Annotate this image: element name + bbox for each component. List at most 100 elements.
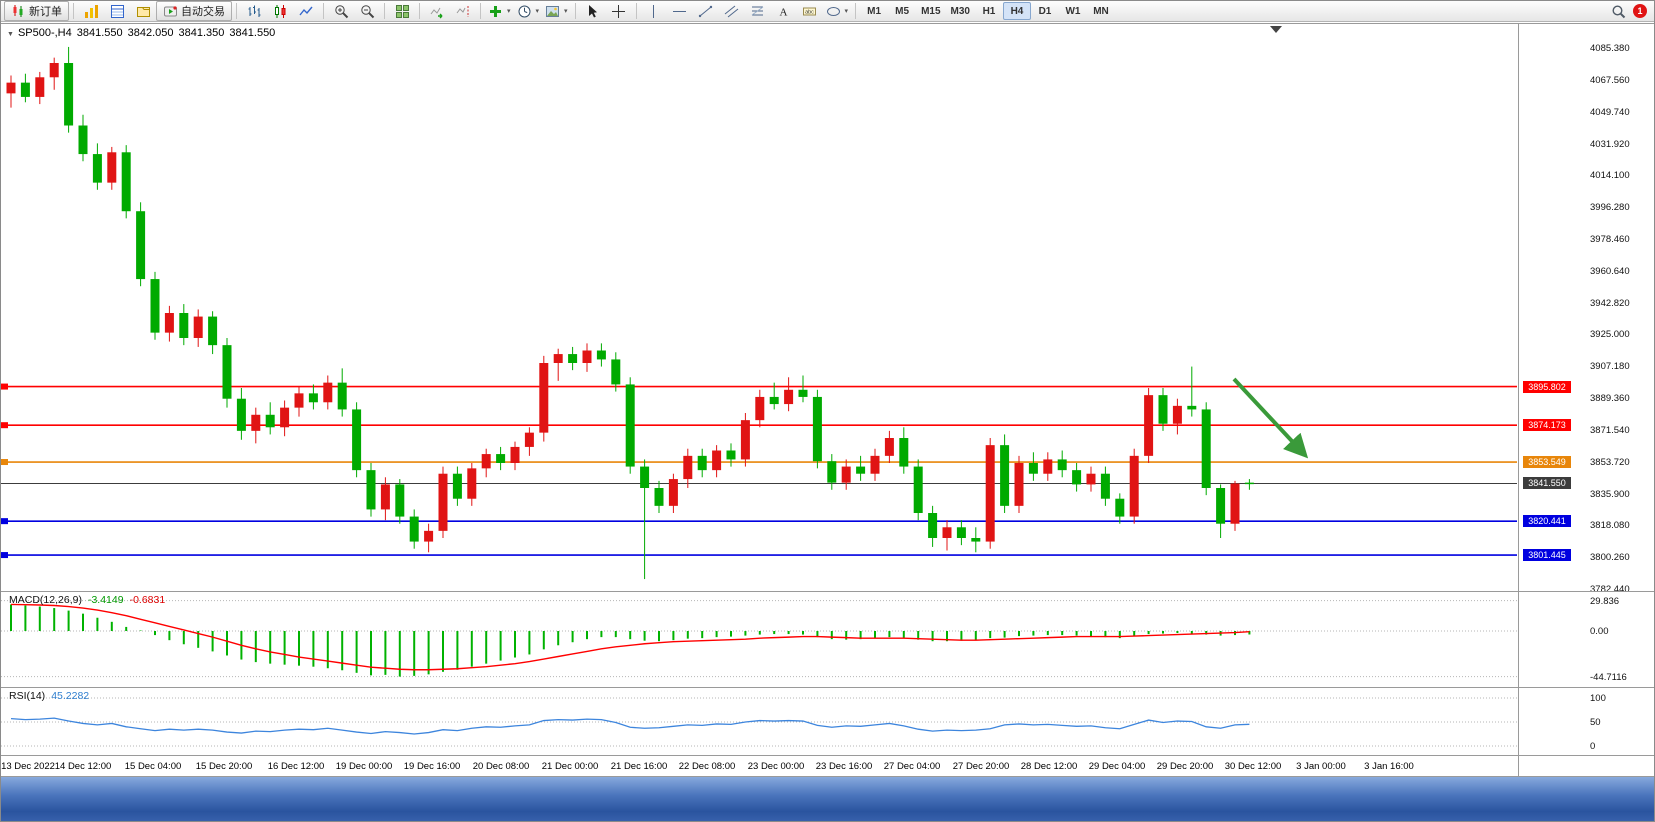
market-watch-button[interactable]	[78, 1, 104, 21]
indicator-add-icon	[488, 4, 503, 19]
time-axis-label: 21 Dec 16:00	[610, 761, 668, 772]
templates-button[interactable]: ▾	[542, 1, 571, 21]
hline-price-tag: 3820.441	[1523, 515, 1571, 528]
bid-price-tag: 3841.550	[1523, 477, 1571, 490]
rsi-panel-canvas[interactable]	[1, 689, 1517, 755]
cursor-button[interactable]	[580, 1, 606, 21]
timeframe-m1-button-label: M1	[867, 5, 882, 17]
search-button[interactable]	[1605, 1, 1631, 21]
hline-left-marker	[1, 383, 8, 390]
label-button[interactable]: abc	[797, 1, 823, 21]
rsi-panel-separator[interactable]	[1, 687, 1654, 688]
macd-histogram	[10, 604, 1251, 677]
timeframe-m30-button[interactable]: M30	[946, 2, 975, 20]
auto-scroll-button[interactable]	[424, 1, 450, 21]
price-axis-label: 4049.740	[1590, 106, 1630, 118]
toolbar-separator	[419, 3, 420, 19]
hline-left-marker	[1, 518, 8, 525]
toolbar-separator	[855, 3, 857, 19]
chart-shift-marker[interactable]	[1270, 26, 1282, 33]
navigator-button[interactable]	[130, 1, 156, 21]
crosshair-button[interactable]	[606, 1, 632, 21]
trendline-icon	[698, 4, 713, 19]
timeframe-h4-button[interactable]: H4	[1002, 2, 1031, 20]
timeframe-h1-button-label: H1	[982, 5, 996, 17]
time-axis-label: 15 Dec 20:00	[195, 761, 253, 772]
timeframe-m1-button[interactable]: M1	[860, 2, 888, 20]
line-chart-button[interactable]	[293, 1, 319, 21]
shapes-button[interactable]: ▾	[823, 1, 852, 21]
auto-scroll-icon	[430, 4, 445, 19]
tile-icon	[395, 4, 410, 19]
time-axis-label: 27 Dec 20:00	[952, 761, 1010, 772]
channel-button[interactable]	[719, 1, 745, 21]
fibonacci-button[interactable]	[745, 1, 771, 21]
price-axis-label: 3996.280	[1590, 202, 1630, 214]
price-axis[interactable]: 4085.380 4067.560 4049.740 4031.920 4014.100…	[1518, 23, 1654, 776]
zoom-out-button[interactable]	[354, 1, 380, 21]
dropdown-caret-icon[interactable]: ▾	[844, 8, 849, 15]
magnifier-icon	[1611, 4, 1626, 19]
auto-trading-button[interactable]: 自动交易	[156, 1, 232, 21]
macd-signal-value: -0.6831	[129, 594, 166, 606]
time-axis-label: 14 Dec 12:00	[54, 761, 112, 772]
hline-price-tag: 3895.802	[1523, 380, 1571, 393]
indicators-button[interactable]: ▾	[485, 1, 514, 21]
hline-price-tag: 3874.173	[1523, 419, 1571, 432]
timeframe-w1-button[interactable]: W1	[1059, 2, 1087, 20]
time-axis-label: 20 Dec 08:00	[472, 761, 530, 772]
dropdown-caret-icon[interactable]: ▾	[535, 8, 540, 15]
timeframe-mn-button[interactable]: MN	[1087, 2, 1115, 20]
new-order-button[interactable]: 新订单	[4, 1, 69, 21]
macd-panel-canvas[interactable]	[1, 593, 1517, 686]
price-axis-label: 4031.920	[1590, 138, 1630, 150]
fibo-icon	[750, 4, 765, 19]
hline-icon	[672, 4, 687, 19]
hline-button[interactable]	[667, 1, 693, 21]
rsi-value: 45.2282	[51, 690, 90, 702]
chart-shift-icon	[456, 4, 471, 19]
tile-windows-button[interactable]	[389, 1, 415, 21]
label-icon: abc	[802, 4, 817, 19]
time-axis-label: 15 Dec 04:00	[124, 761, 182, 772]
time-axis-label: 23 Dec 16:00	[815, 761, 873, 772]
trend-arrow-annotation[interactable]	[1232, 377, 1309, 459]
timeframe-m15-button[interactable]: M15	[916, 2, 945, 20]
bar-chart-button[interactable]	[241, 1, 267, 21]
chart-low-value: 3841.350	[178, 27, 225, 39]
notification-badge[interactable]: 1	[1633, 4, 1647, 18]
zoom-out-icon	[360, 4, 375, 19]
time-axis-label: 22 Dec 08:00	[678, 761, 736, 772]
macd-panel-separator[interactable]	[1, 591, 1654, 592]
macd-label: MACD(12,26,9) -3.4149 -0.6831	[9, 594, 165, 606]
clock-icon	[517, 4, 532, 19]
time-axis-label: 19 Dec 16:00	[403, 761, 461, 772]
price-chart-canvas[interactable]	[1, 25, 1517, 591]
trendline-button[interactable]	[693, 1, 719, 21]
time-axis[interactable]: 13 Dec 2022 14 Dec 12:00 15 Dec 04:00 15 De…	[1, 757, 1517, 776]
timeframe-d1-button[interactable]: D1	[1031, 2, 1059, 20]
dropdown-caret-icon[interactable]: ▾	[507, 8, 511, 15]
candle-chart-button[interactable]	[267, 1, 293, 21]
auto-trading-icon	[163, 4, 178, 19]
dropdown-caret-icon[interactable]: ▾	[564, 8, 568, 15]
vline-button[interactable]	[641, 1, 667, 21]
timeframe-m5-button[interactable]: M5	[888, 2, 916, 20]
price-axis-label: 4014.100	[1590, 170, 1630, 182]
oneclick-collapse-icon[interactable]: ▼	[7, 31, 14, 38]
new-order-icon	[11, 4, 26, 19]
periods-button[interactable]: ▾	[514, 1, 543, 21]
macd-axis-label: 0.00	[1590, 626, 1609, 637]
price-axis-label: 3871.540	[1590, 424, 1630, 436]
shapes-icon	[826, 4, 841, 19]
data-window-button[interactable]	[104, 1, 130, 21]
template-icon	[545, 4, 560, 19]
zoom-in-button[interactable]	[328, 1, 354, 21]
timeframe-h1-button[interactable]: H1	[975, 2, 1003, 20]
crosshair-icon	[611, 4, 626, 19]
timeframe-w1-button-label: W1	[1065, 5, 1081, 17]
time-axis-label: 3 Jan 00:00	[1296, 761, 1346, 772]
text-button[interactable]: A	[771, 1, 797, 21]
chart-shift-button[interactable]	[450, 1, 476, 21]
